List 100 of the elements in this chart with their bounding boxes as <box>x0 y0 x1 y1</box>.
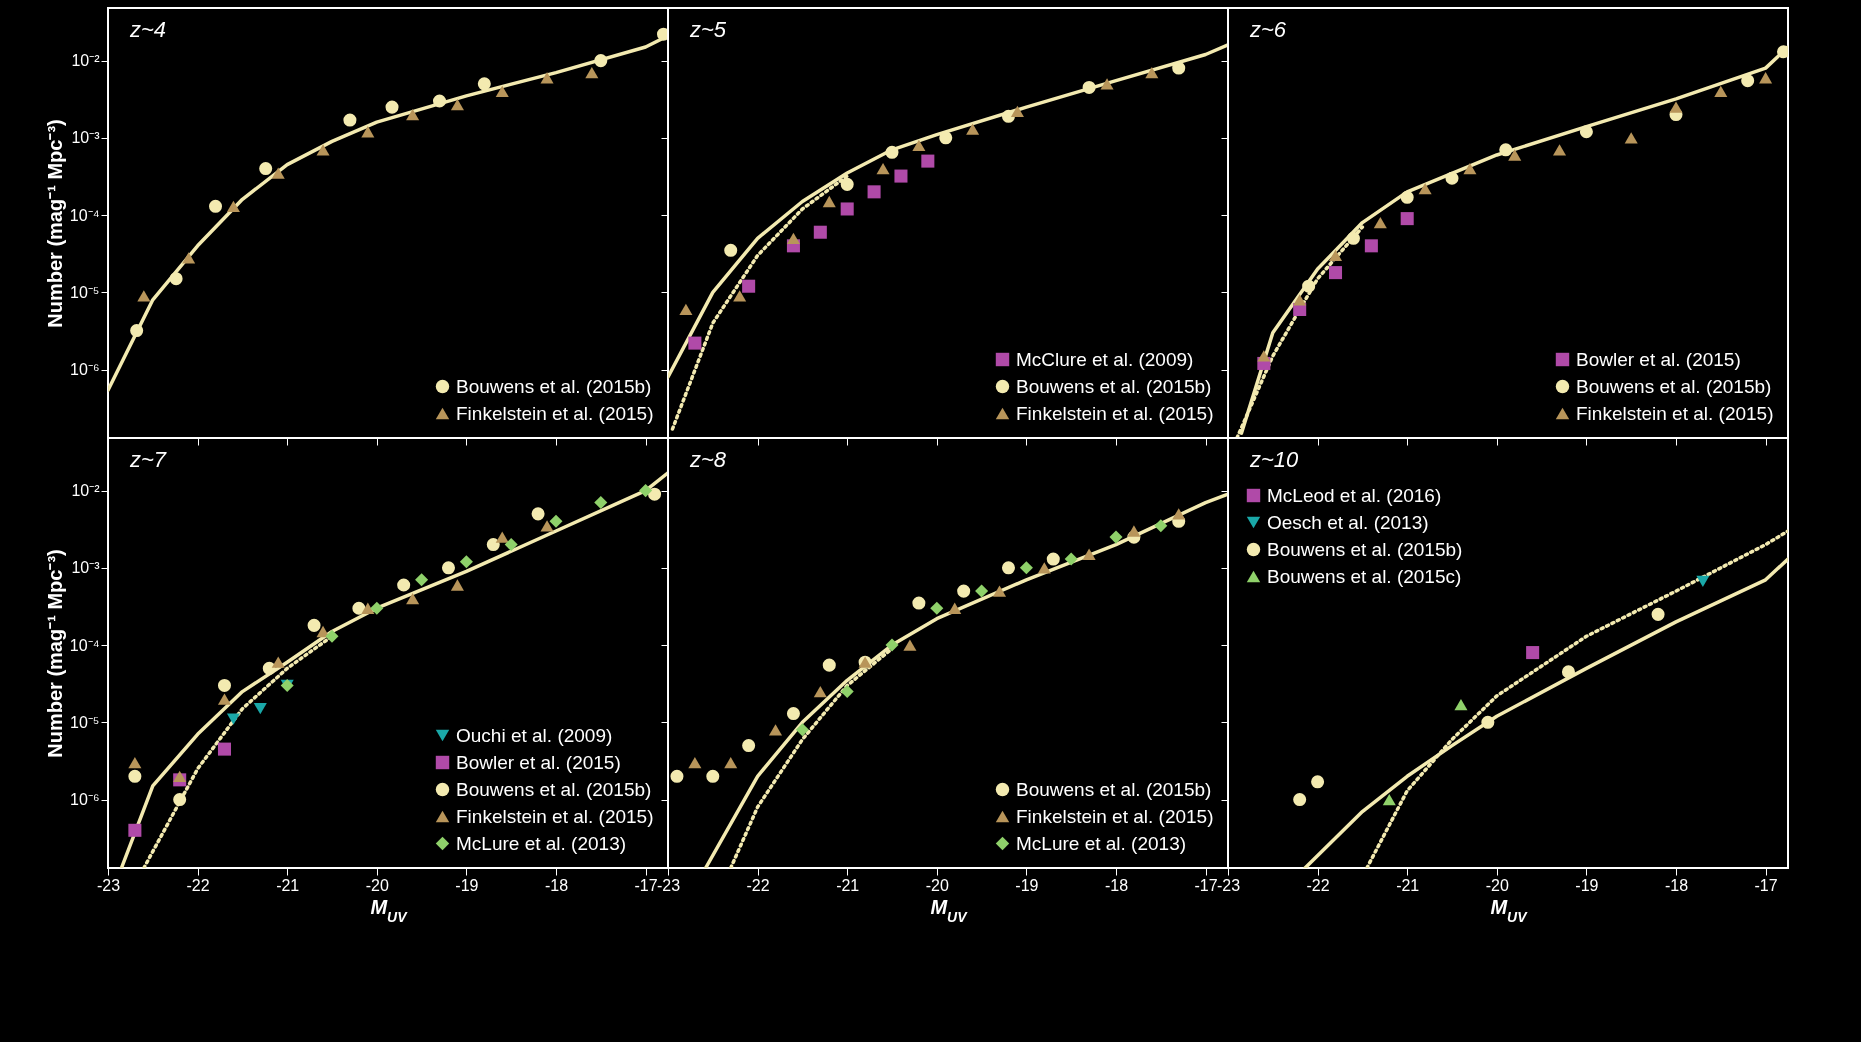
point <box>1001 561 1015 575</box>
y-tick-label: 10⁻⁶ <box>70 791 100 809</box>
point <box>1651 607 1665 621</box>
legend-label: Finkelstein et al. (2015) <box>456 402 654 424</box>
point <box>1579 125 1593 139</box>
legend-label: Finkelstein et al. (2015) <box>456 805 654 827</box>
y-tick-label: 10⁻² <box>71 482 101 500</box>
point <box>1759 72 1773 84</box>
point <box>173 770 187 782</box>
legend-label: McLeod et al. (2016) <box>1267 484 1442 506</box>
point <box>688 336 702 350</box>
point <box>271 656 285 668</box>
point <box>585 66 599 79</box>
point <box>769 724 783 736</box>
legend-label: Bowler et al. (2015) <box>456 751 621 773</box>
point <box>688 757 702 769</box>
point <box>724 243 738 257</box>
y-axis-title: Number (mag⁻¹ Mpc⁻³) <box>43 119 66 328</box>
point <box>504 538 518 552</box>
point <box>1010 105 1024 118</box>
point <box>1127 525 1141 537</box>
point <box>226 200 240 212</box>
point <box>822 658 836 672</box>
point <box>1302 279 1316 293</box>
point <box>406 108 420 121</box>
y-tick-label: 10⁻⁴ <box>69 636 100 654</box>
point <box>795 723 809 737</box>
point <box>325 629 339 643</box>
point <box>1561 665 1575 679</box>
point <box>1346 231 1360 245</box>
x-tick-label: -17 <box>1194 876 1218 894</box>
point <box>1100 78 1114 90</box>
point <box>477 77 491 91</box>
point <box>1154 519 1168 533</box>
point <box>1553 144 1567 156</box>
point <box>217 693 231 705</box>
point <box>459 555 473 569</box>
x-tick-label: -22 <box>1306 876 1330 894</box>
x-tick-label: -21 <box>1396 876 1420 894</box>
point <box>1109 530 1123 544</box>
x-tick-label: -19 <box>455 876 479 894</box>
legend-label: Bowler et al. (2015) <box>1576 348 1741 370</box>
point <box>316 144 330 156</box>
point <box>540 520 554 532</box>
point <box>307 618 321 632</box>
point <box>128 757 142 769</box>
point <box>670 769 684 783</box>
point <box>876 162 890 175</box>
point <box>361 126 375 138</box>
y-tick-label: 10⁻² <box>71 52 101 70</box>
point <box>648 487 662 501</box>
point <box>1145 66 1159 79</box>
point <box>1508 149 1522 161</box>
x-tick-label: -18 <box>544 876 569 894</box>
y-tick-label: 10⁻⁶ <box>70 361 100 379</box>
x-tick-label: -23 <box>656 876 681 894</box>
point <box>495 85 509 97</box>
point <box>1364 239 1378 253</box>
point <box>1172 61 1186 75</box>
point <box>137 290 151 302</box>
x-tick-label: -22 <box>746 876 770 894</box>
point <box>742 739 756 753</box>
legend-label: Bouwens et al. (2015b) <box>456 375 652 397</box>
point <box>1418 183 1432 195</box>
y-tick-label: 10⁻⁵ <box>70 283 100 301</box>
point <box>1172 508 1186 520</box>
legend-label: McClure et al. (2009) <box>1016 348 1194 370</box>
y-tick-label: 10⁻⁴ <box>69 206 100 224</box>
point <box>406 592 420 605</box>
point <box>169 272 183 286</box>
point <box>1064 552 1078 566</box>
point <box>1499 143 1513 157</box>
chart-title: z~6 <box>1249 17 1287 42</box>
legend-label: Finkelstein et al. (2015) <box>1016 402 1214 424</box>
point <box>786 707 800 721</box>
point <box>361 602 375 614</box>
point <box>912 139 926 151</box>
point <box>930 601 944 615</box>
line-series <box>119 471 668 868</box>
point <box>130 324 144 338</box>
x-tick-label: -18 <box>1104 876 1129 894</box>
point <box>679 303 693 316</box>
point <box>1741 74 1755 88</box>
point <box>1669 101 1683 113</box>
point <box>822 195 836 208</box>
point <box>1293 294 1307 306</box>
point <box>840 685 854 699</box>
point <box>253 703 267 715</box>
point <box>724 757 738 769</box>
legend-label: Bouwens et al. (2015b) <box>1016 375 1212 397</box>
point <box>549 514 563 528</box>
point <box>415 573 429 587</box>
legend-label: Bouwens et al. (2015b) <box>456 778 652 800</box>
point <box>226 713 240 725</box>
point <box>1445 171 1459 185</box>
chart-title: z~5 <box>689 17 727 42</box>
point <box>1329 249 1343 262</box>
point <box>939 131 953 145</box>
point <box>639 484 653 498</box>
point <box>948 602 962 614</box>
